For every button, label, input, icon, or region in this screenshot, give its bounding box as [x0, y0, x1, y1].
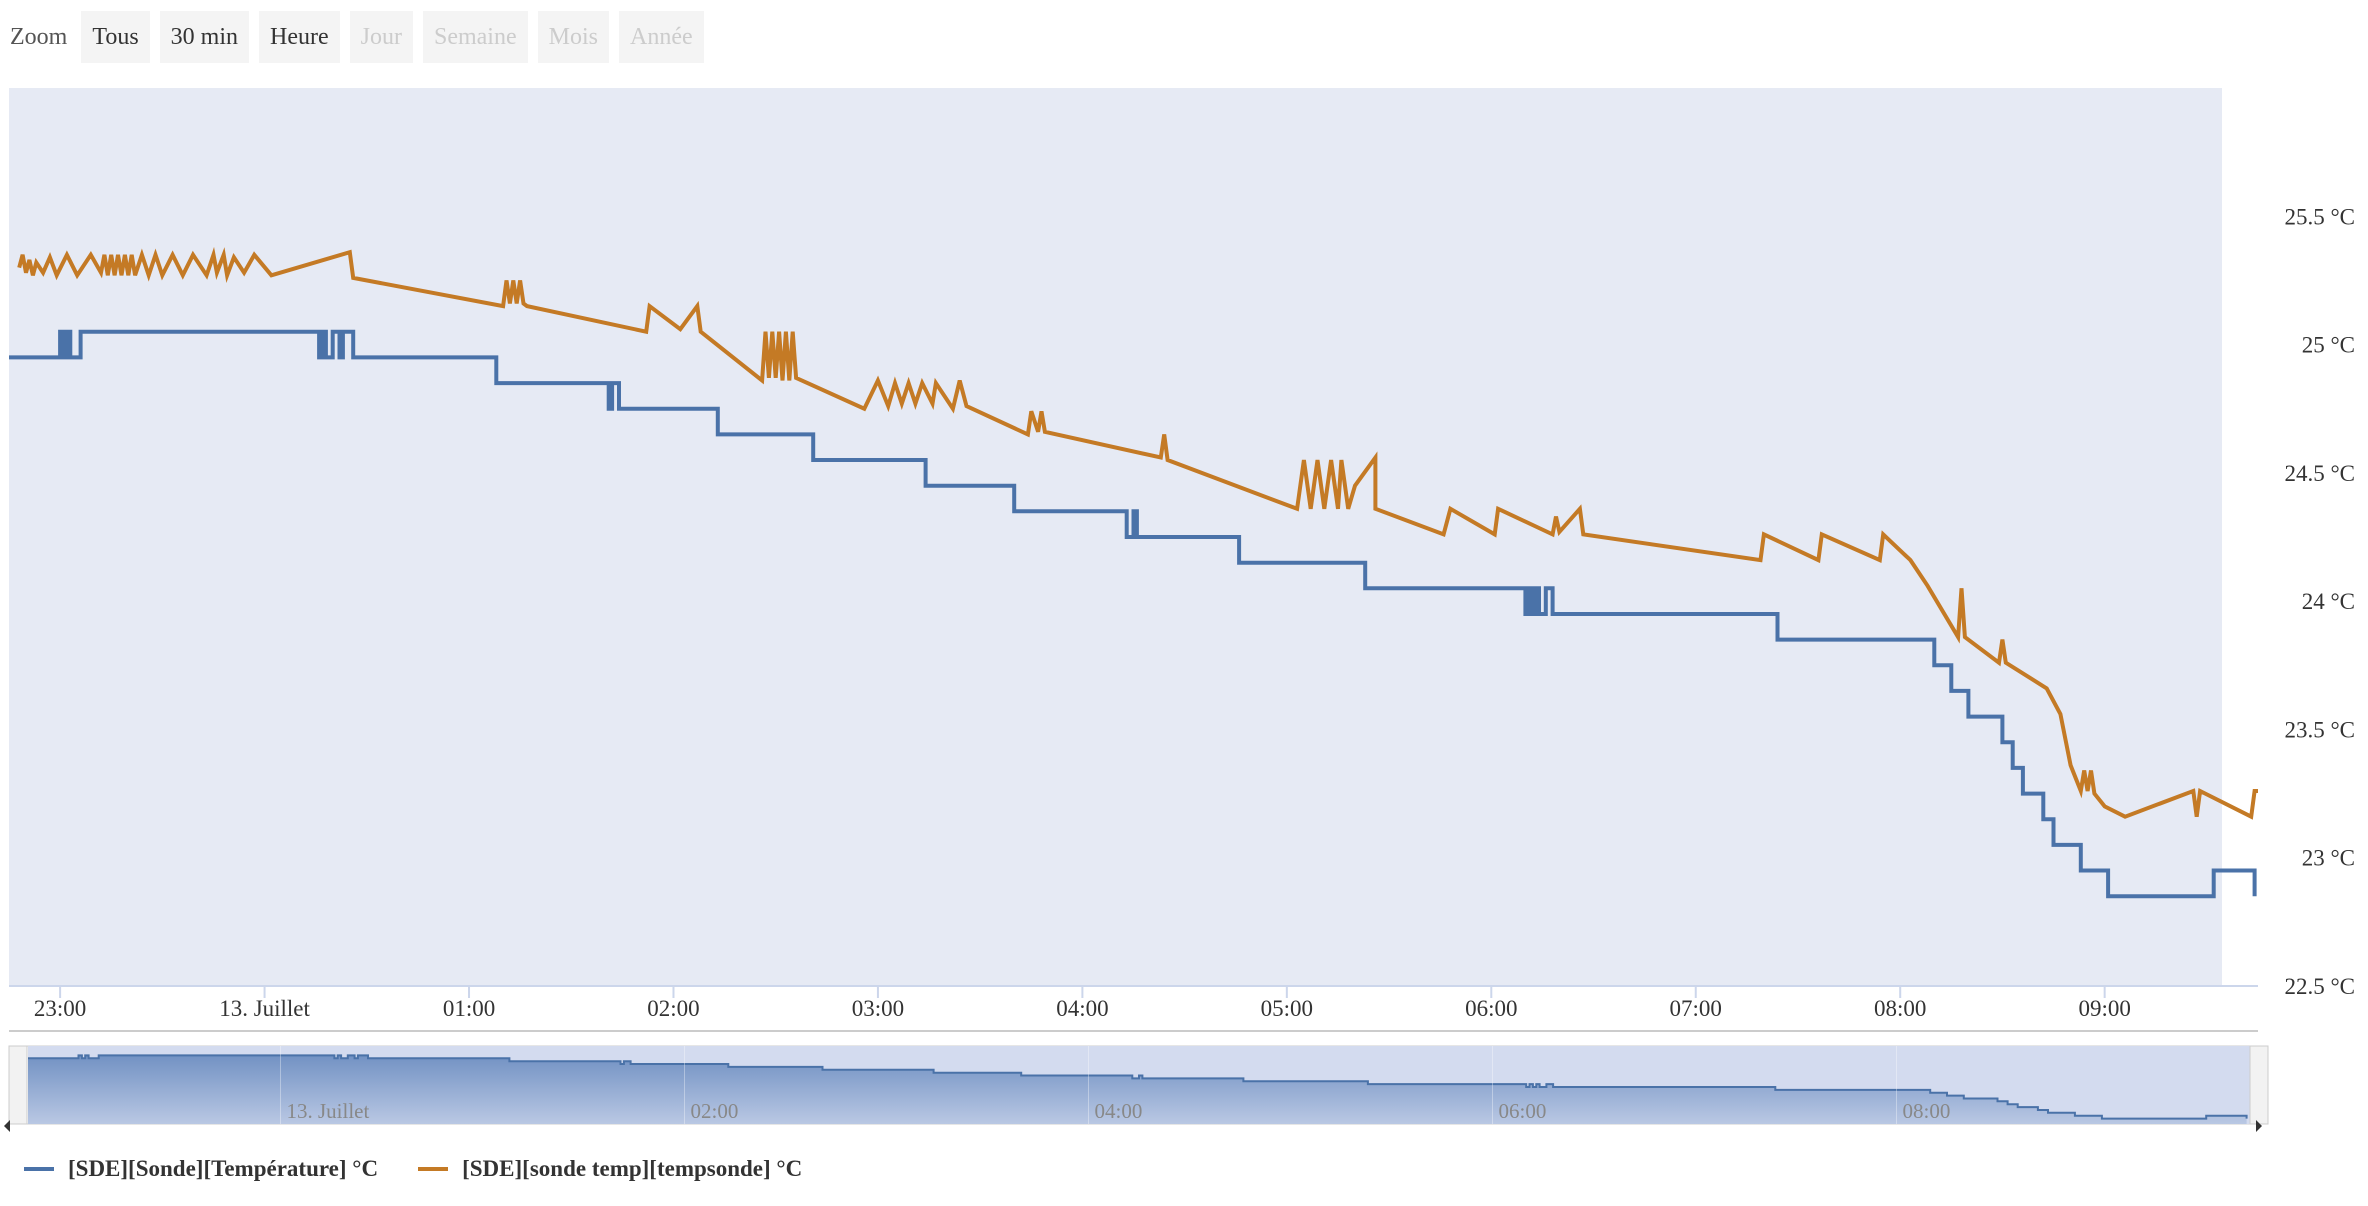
navigator-area — [28, 1055, 2247, 1124]
navigator-handle-left[interactable] — [8, 1045, 28, 1125]
zoom-button-mois: Mois — [537, 11, 609, 63]
navigator-tick-label: 04:00 — [1095, 1099, 1143, 1123]
y-tick-label: 25 °C — [2302, 333, 2355, 358]
zoom-button-annee: Année — [618, 11, 704, 63]
zoom-button-heure[interactable]: Heure — [259, 11, 340, 63]
x-tick-label: 05:00 — [1261, 996, 1313, 1021]
zoom-button-semaine: Semaine — [422, 11, 528, 63]
x-tick-label: 07:00 — [1670, 996, 1722, 1021]
series-line-2[interactable] — [17, 246, 2258, 820]
x-tick-label: 13. Juillet — [219, 996, 310, 1021]
scroll-left-arrow-icon[interactable] — [4, 1120, 10, 1132]
navigator-tick-label: 13. Juillet — [287, 1099, 370, 1123]
legend-item-tempsonde[interactable]: [SDE][sonde temp][tempsonde] °C — [418, 1156, 802, 1182]
legend: [SDE][Sonde][Température] °C [SDE][sonde… — [24, 1156, 842, 1182]
plot-area — [9, 88, 2222, 986]
legend-label-tempsonde: [SDE][sonde temp][tempsonde] °C — [462, 1156, 803, 1181]
navigator[interactable]: 13. Juillet 02:00 04:00 06:00 08:00 — [4, 1045, 2269, 1132]
x-tick-label: 04:00 — [1056, 996, 1108, 1021]
zoom-label: Zoom — [10, 23, 68, 50]
x-tick-label: 02:00 — [647, 996, 699, 1021]
x-tick-label: 08:00 — [1874, 996, 1926, 1021]
series-line-1[interactable] — [9, 329, 2257, 899]
y-tick-label: 25.5 °C — [2284, 204, 2355, 229]
legend-label-sonde-temperature: [SDE][Sonde][Température] °C — [68, 1156, 379, 1181]
navigator-tick-label: 06:00 — [1499, 1099, 1547, 1123]
zoom-button-jour: Jour — [349, 11, 413, 63]
legend-swatch-tempsonde — [418, 1167, 449, 1171]
range-selector: Zoom Tous 30 min Heure Jour Semaine Mois… — [0, 11, 714, 63]
x-tick-label: 03:00 — [852, 996, 904, 1021]
zoom-button-tous[interactable]: Tous — [81, 11, 150, 63]
series-group — [9, 246, 2258, 899]
temperature-chart: 22.5 °C 23 °C 23.5 °C 24 °C 24.5 °C 25 °C 25.5… — [4, 88, 2355, 1132]
x-axis: 23:00 13. Juillet 01:00 02:00 03:00 04:00 05:0… — [34, 986, 2131, 1021]
y-tick-label: 24.5 °C — [2284, 461, 2355, 486]
x-tick-label: 23:00 — [34, 996, 86, 1021]
scroll-right-arrow-icon[interactable] — [2256, 1120, 2262, 1132]
x-tick-label: 01:00 — [443, 996, 495, 1021]
zoom-button-30-min[interactable]: 30 min — [159, 11, 249, 63]
y-tick-label: 24 °C — [2302, 589, 2355, 614]
y-tick-label: 23.5 °C — [2284, 717, 2355, 742]
y-axis: 22.5 °C 23 °C 23.5 °C 24 °C 24.5 °C 25 °C 25.5… — [2284, 204, 2355, 999]
legend-swatch-sonde-temperature — [24, 1167, 54, 1171]
y-tick-label: 23 °C — [2302, 846, 2355, 871]
navigator-tick-label: 08:00 — [1903, 1099, 1951, 1123]
x-tick-label: 09:00 — [2078, 996, 2130, 1021]
y-tick-label: 22.5 °C — [2284, 974, 2355, 999]
x-tick-label: 06:00 — [1465, 996, 1517, 1021]
navigator-tick-label: 02:00 — [691, 1099, 739, 1123]
navigator-handle-right[interactable] — [2249, 1045, 2269, 1125]
navigator-line — [28, 1054, 2248, 1120]
legend-item-sonde-temperature[interactable]: [SDE][Sonde][Température] °C — [24, 1156, 378, 1182]
